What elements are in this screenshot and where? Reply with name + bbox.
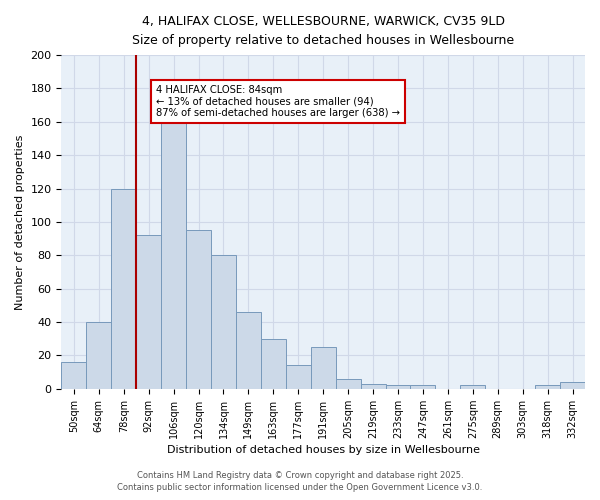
Bar xyxy=(111,188,136,389)
Bar xyxy=(86,322,111,389)
Bar xyxy=(286,366,311,389)
Text: 4 HALIFAX CLOSE: 84sqm
← 13% of detached houses are smaller (94)
87% of semi-det: 4 HALIFAX CLOSE: 84sqm ← 13% of detached… xyxy=(155,85,400,118)
Bar xyxy=(410,386,436,389)
Bar xyxy=(211,256,236,389)
Bar xyxy=(311,347,335,389)
Text: Contains HM Land Registry data © Crown copyright and database right 2025.
Contai: Contains HM Land Registry data © Crown c… xyxy=(118,471,482,492)
Bar xyxy=(335,379,361,389)
Bar xyxy=(186,230,211,389)
Bar xyxy=(136,236,161,389)
Bar xyxy=(460,386,485,389)
Bar xyxy=(535,386,560,389)
Y-axis label: Number of detached properties: Number of detached properties xyxy=(15,134,25,310)
Bar xyxy=(161,114,186,389)
Bar xyxy=(261,339,286,389)
Bar xyxy=(560,382,585,389)
Bar xyxy=(236,312,261,389)
X-axis label: Distribution of detached houses by size in Wellesbourne: Distribution of detached houses by size … xyxy=(167,445,480,455)
Bar xyxy=(61,362,86,389)
Bar xyxy=(361,384,386,389)
Title: 4, HALIFAX CLOSE, WELLESBOURNE, WARWICK, CV35 9LD
Size of property relative to d: 4, HALIFAX CLOSE, WELLESBOURNE, WARWICK,… xyxy=(132,15,514,47)
Bar xyxy=(386,386,410,389)
